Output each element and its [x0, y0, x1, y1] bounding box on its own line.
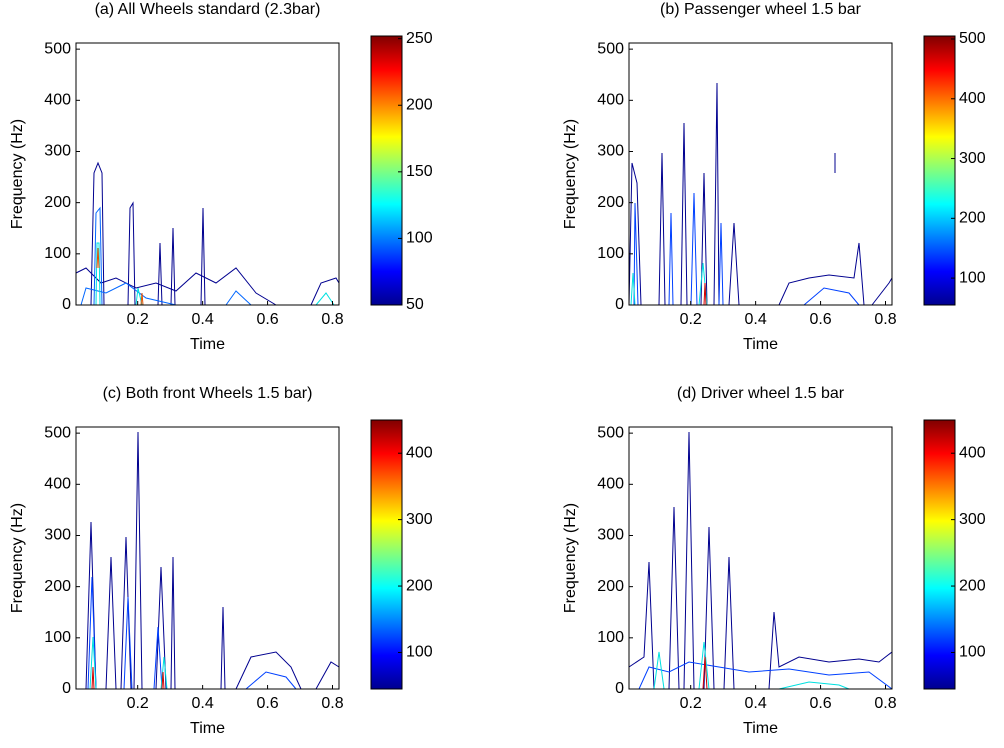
y-tick-label: 500 — [44, 424, 71, 441]
x-tick-label: 0.2 — [127, 311, 149, 328]
y-tick-label: 300 — [44, 527, 71, 544]
colorbar-tick-label: 200 — [959, 577, 986, 594]
y-tick-label: 100 — [597, 629, 624, 646]
colorbar-tick-label: 300 — [959, 150, 986, 167]
y-tick-label: 200 — [597, 578, 624, 595]
colorbar-tick-label: 200 — [959, 210, 986, 227]
y-axis-label: Frequency (Hz) — [9, 119, 26, 229]
x-tick-label: 0.6 — [809, 311, 831, 328]
x-tick-label: 0.2 — [127, 695, 149, 712]
y-tick-label: 100 — [44, 245, 71, 262]
y-axis-label: Frequency (Hz) — [9, 503, 26, 613]
y-tick-label: 100 — [597, 245, 624, 262]
colorbar-tick-label: 250 — [406, 30, 433, 47]
y-tick-label: 300 — [44, 143, 71, 160]
panel-title: (c) Both front Wheels 1.5 bar) — [103, 385, 313, 402]
colorbar-tick-label: 50 — [406, 296, 424, 313]
y-tick-label: 200 — [44, 578, 71, 595]
y-tick-label: 0 — [615, 296, 624, 313]
axes-box — [75, 42, 340, 306]
colorbar-tick-label: 100 — [959, 269, 986, 286]
colorbar-tick-label: 400 — [959, 90, 986, 107]
y-tick-label: 200 — [44, 194, 71, 211]
colorbar — [370, 35, 403, 306]
x-axis-label: Time — [190, 336, 225, 353]
axes-box — [75, 426, 340, 690]
colorbar — [923, 419, 956, 690]
contour-lines — [85, 431, 340, 690]
y-tick-label: 0 — [615, 680, 624, 697]
axes-box — [628, 426, 893, 690]
x-tick-label: 0.4 — [192, 311, 214, 328]
y-tick-label: 0 — [62, 296, 71, 313]
y-tick-label: 300 — [597, 527, 624, 544]
x-tick-label: 0.8 — [321, 311, 343, 328]
colorbar-tick-label: 400 — [959, 444, 986, 461]
colorbar-tick-label: 100 — [406, 644, 433, 661]
y-axis-label: Frequency (Hz) — [562, 503, 579, 613]
y-tick-label: 400 — [597, 92, 624, 109]
y-tick-label: 400 — [597, 476, 624, 493]
panel-title: (b) Passenger wheel 1.5 bar — [660, 1, 862, 18]
contour-lines — [75, 161, 340, 306]
y-tick-label: 500 — [597, 40, 624, 57]
y-tick-label: 500 — [44, 40, 71, 57]
x-tick-label: 0.8 — [874, 311, 896, 328]
x-axis-label: Time — [743, 336, 778, 353]
colorbar-tick-label: 200 — [406, 577, 433, 594]
contour-lines — [628, 431, 893, 690]
colorbar-tick-label: 300 — [959, 511, 986, 528]
y-tick-label: 400 — [44, 476, 71, 493]
colorbar-tick-label: 500 — [959, 30, 986, 47]
y-tick-label: 200 — [597, 194, 624, 211]
x-axis-label: Time — [190, 720, 225, 737]
x-tick-label: 0.8 — [321, 695, 343, 712]
colorbar-tick-label: 400 — [406, 444, 433, 461]
y-tick-label: 100 — [44, 629, 71, 646]
y-tick-label: 300 — [597, 143, 624, 160]
y-tick-label: 500 — [597, 424, 624, 441]
panel-title: (a) All Wheels standard (2.3bar) — [95, 1, 321, 18]
x-tick-label: 0.2 — [680, 695, 702, 712]
y-tick-label: 400 — [44, 92, 71, 109]
y-tick-label: 0 — [62, 680, 71, 697]
x-tick-label: 0.6 — [809, 695, 831, 712]
colorbar — [923, 35, 956, 306]
x-axis-label: Time — [743, 720, 778, 737]
y-axis-label: Frequency (Hz) — [562, 119, 579, 229]
colorbar-tick-label: 200 — [406, 96, 433, 113]
x-tick-label: 0.4 — [745, 695, 767, 712]
x-tick-label: 0.6 — [256, 695, 278, 712]
x-tick-label: 0.4 — [745, 311, 767, 328]
x-tick-label: 0.8 — [874, 695, 896, 712]
colorbar-tick-label: 100 — [959, 644, 986, 661]
x-tick-label: 0.6 — [256, 311, 278, 328]
contour-lines — [628, 82, 893, 306]
colorbar-tick-label: 150 — [406, 163, 433, 180]
x-tick-label: 0.2 — [680, 311, 702, 328]
panel-title: (d) Driver wheel 1.5 bar — [677, 385, 845, 402]
colorbar-tick-label: 100 — [406, 230, 433, 247]
axes-box — [628, 42, 893, 306]
colorbar — [370, 419, 403, 690]
colorbar-tick-label: 300 — [406, 511, 433, 528]
x-tick-label: 0.4 — [192, 695, 214, 712]
